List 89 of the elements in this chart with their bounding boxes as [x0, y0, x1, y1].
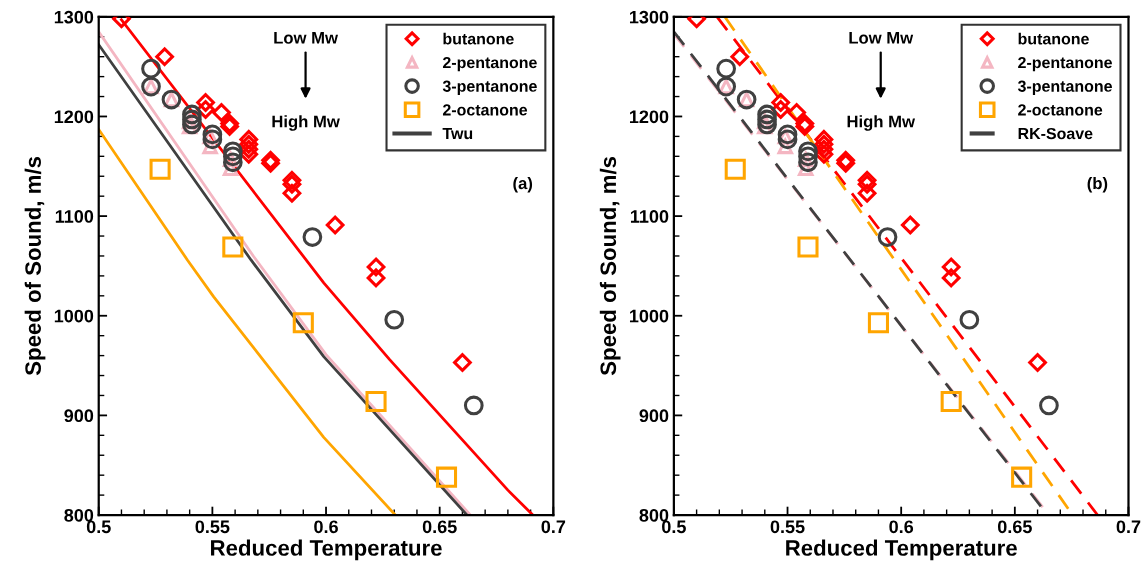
- y-tick-label: 900: [639, 409, 669, 423]
- legend-label: 2-octanone: [1018, 104, 1103, 116]
- point: [365, 390, 387, 412]
- x-tick-label: 0.5: [662, 520, 686, 534]
- legend-label: 2-octanone: [442, 104, 528, 116]
- y-tick-label: 1300: [629, 10, 669, 24]
- y-tick-label: 1200: [54, 110, 94, 124]
- point: [239, 134, 259, 154]
- annotation: (a): [513, 176, 533, 193]
- point: [282, 183, 302, 203]
- point: [463, 395, 484, 416]
- point: [777, 129, 798, 150]
- legend-label: 3-pentanone: [1017, 80, 1112, 96]
- legend-label: 3-pentanone: [442, 80, 537, 96]
- y-tick-label: 800: [639, 508, 669, 522]
- point: [182, 104, 202, 125]
- annotation: High Mw: [847, 115, 916, 131]
- point: [959, 309, 980, 330]
- point: [239, 130, 259, 149]
- x-tick-label: 0.7: [1116, 520, 1141, 534]
- x-tick-label: 0.7: [541, 520, 566, 534]
- point: [149, 158, 171, 180]
- point: [1011, 466, 1033, 488]
- x-tick-label: 0.55: [770, 520, 805, 534]
- point: [384, 309, 405, 330]
- point: [435, 466, 458, 488]
- point: [292, 312, 314, 334]
- y-tick-label: 1200: [629, 110, 669, 124]
- x-tick-label: 0.55: [195, 520, 230, 534]
- point: [900, 215, 920, 235]
- point: [867, 312, 890, 334]
- point: [730, 47, 750, 67]
- point: [202, 124, 223, 145]
- point: [212, 103, 231, 122]
- point: [787, 103, 807, 122]
- point: [1028, 353, 1047, 372]
- legend-label: 2-pentanone: [442, 56, 537, 72]
- y-tick-label: 900: [64, 409, 94, 423]
- point: [222, 236, 244, 258]
- point: [940, 390, 962, 412]
- point: [716, 58, 737, 79]
- x-axis-title: Reduced Temperature: [211, 539, 442, 561]
- legend-label: RK-Soave: [1018, 127, 1093, 140]
- point: [857, 183, 877, 203]
- y-tick-label: 1000: [629, 309, 669, 323]
- y-tick-label: 1000: [54, 309, 94, 323]
- y-tick-label: 1300: [54, 10, 94, 24]
- x-tick-label: 0.65: [997, 520, 1032, 534]
- point: [141, 58, 161, 79]
- point: [814, 130, 834, 149]
- y-axis-title: Speed of Sound, m/s: [599, 156, 621, 376]
- y-tick-label: 800: [64, 508, 94, 522]
- y-tick-label: 1100: [630, 210, 669, 223]
- point: [325, 215, 345, 235]
- point: [877, 227, 898, 247]
- point: [771, 93, 791, 112]
- x-tick-label: 0.6: [314, 520, 338, 534]
- x-tick-label: 0.65: [422, 520, 457, 534]
- point: [222, 141, 243, 162]
- x-tick-label: 0.5: [86, 520, 111, 534]
- point: [1039, 395, 1059, 416]
- point: [202, 129, 223, 150]
- legend-label: 2-pentanone: [1018, 56, 1112, 72]
- annotation: Low Mw: [274, 32, 339, 44]
- y-tick-label: 1100: [55, 210, 94, 223]
- point: [302, 227, 323, 247]
- point: [757, 104, 777, 125]
- point: [814, 134, 834, 154]
- point: [798, 141, 818, 162]
- point: [196, 93, 215, 112]
- point: [155, 47, 175, 67]
- point: [453, 353, 472, 372]
- legend-label: butanone: [1018, 32, 1089, 45]
- point: [366, 257, 386, 277]
- point: [798, 152, 818, 173]
- point: [941, 268, 961, 288]
- point: [941, 257, 961, 277]
- point: [724, 158, 746, 180]
- x-axis-title: Reduced Temperature: [786, 539, 1017, 561]
- legend-label: butanone: [443, 32, 514, 45]
- x-tick-label: 0.6: [889, 520, 914, 534]
- point: [797, 236, 819, 258]
- annotation: Low Mw: [849, 32, 914, 44]
- point: [366, 268, 386, 288]
- legend-label: Twu: [442, 128, 473, 140]
- annotation: High Mw: [272, 115, 340, 131]
- annotation: (b): [1087, 176, 1108, 193]
- point: [222, 152, 243, 173]
- y-axis-title: Speed of Sound, m/s: [24, 156, 46, 376]
